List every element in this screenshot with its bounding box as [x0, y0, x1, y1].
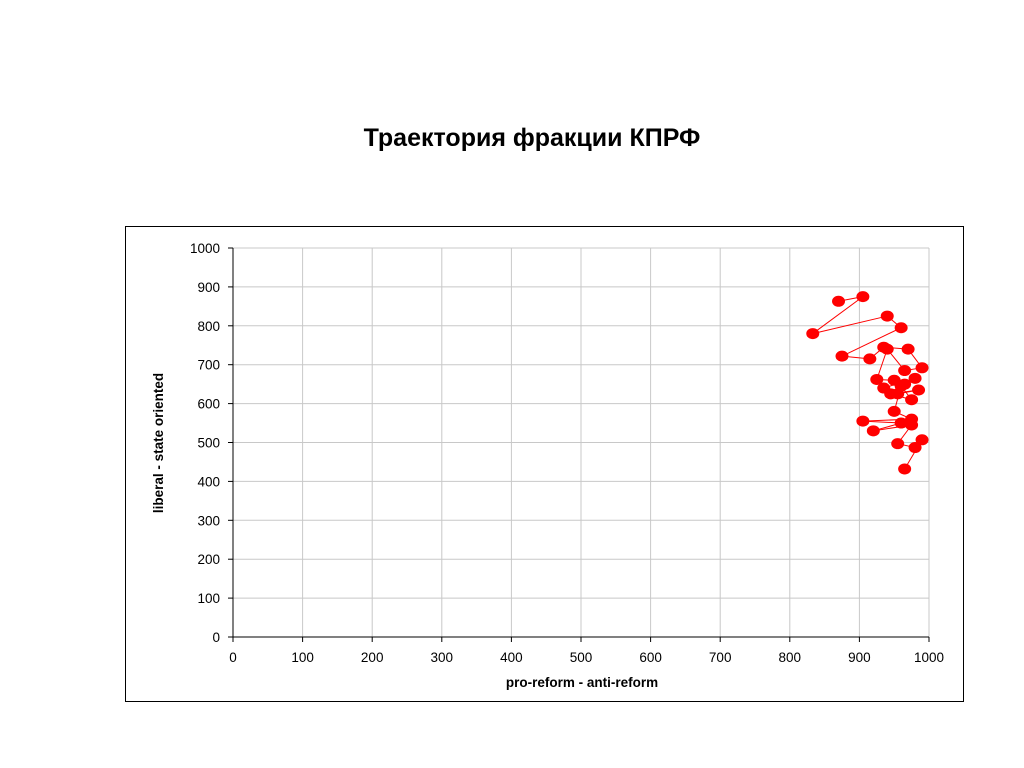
- x-tick-label: 300: [431, 650, 454, 665]
- chart-frame: 0 100 200 300 400 500 600 700 800 900 1000 0 100 200 3…: [125, 226, 964, 702]
- y-tick-label: 1000: [190, 241, 220, 256]
- x-axis-title: pro-reform - anti-reform: [506, 675, 658, 690]
- scatter-chart: 0 100 200 300 400 500 600 700 800 900 1000 0 100 200 3…: [151, 241, 944, 690]
- data-point: [898, 365, 912, 377]
- y-tick-label: 500: [197, 436, 220, 451]
- y-tick-label: 200: [197, 552, 220, 567]
- y-tick-label: 600: [197, 397, 220, 412]
- y-tick-label: 100: [197, 591, 220, 606]
- x-tick-label: 500: [570, 650, 593, 665]
- axes: [228, 247, 930, 642]
- data-point: [891, 438, 905, 450]
- y-tick-label: 800: [197, 319, 220, 334]
- data-point: [856, 415, 870, 427]
- gridlines: [233, 247, 930, 637]
- data-point: [915, 434, 929, 446]
- x-tick-label: 900: [848, 650, 871, 665]
- data-point: [915, 362, 929, 374]
- x-tick-label: 1000: [914, 650, 944, 665]
- data-point: [887, 405, 901, 417]
- y-axis-title: liberal - state oriented: [151, 373, 166, 513]
- data-point: [905, 394, 919, 406]
- data-point: [894, 380, 908, 392]
- data-point: [905, 419, 919, 431]
- data-point: [894, 322, 908, 334]
- x-tick-label: 800: [779, 650, 802, 665]
- y-tick-label: 900: [197, 280, 220, 295]
- x-tick-label: 400: [500, 650, 523, 665]
- data-point: [856, 291, 870, 303]
- data-point: [866, 425, 880, 437]
- x-tick-label: 700: [709, 650, 732, 665]
- data-point: [832, 295, 846, 307]
- data-point: [870, 373, 884, 385]
- x-tick-label: 100: [291, 650, 314, 665]
- trajectory-segment: [841, 327, 902, 357]
- data-point: [908, 372, 922, 384]
- y-tick-label: 300: [197, 513, 220, 528]
- data-points: [806, 291, 929, 475]
- y-tick-label: 0: [212, 630, 220, 645]
- trajectory-segment: [812, 296, 864, 334]
- data-point: [908, 442, 922, 454]
- slide-title: Траектория фракции КПРФ: [363, 124, 701, 152]
- x-tick-label: 600: [639, 650, 662, 665]
- y-tick-label: 700: [197, 358, 220, 373]
- tick-labels: 0 100 200 300 400 500 600 700 800 900 1000 0 100 200 3…: [190, 241, 944, 665]
- data-point: [835, 350, 849, 362]
- data-point: [884, 388, 898, 400]
- data-point: [898, 463, 912, 475]
- x-tick-label: 0: [229, 650, 237, 665]
- data-point: [901, 343, 915, 355]
- data-point: [912, 384, 926, 396]
- data-point: [863, 353, 877, 365]
- y-tick-label: 400: [197, 474, 220, 489]
- data-point: [880, 343, 894, 355]
- x-tick-label: 200: [361, 650, 384, 665]
- data-point: [880, 310, 894, 322]
- trajectory-segment: [812, 315, 888, 335]
- data-point: [806, 328, 820, 340]
